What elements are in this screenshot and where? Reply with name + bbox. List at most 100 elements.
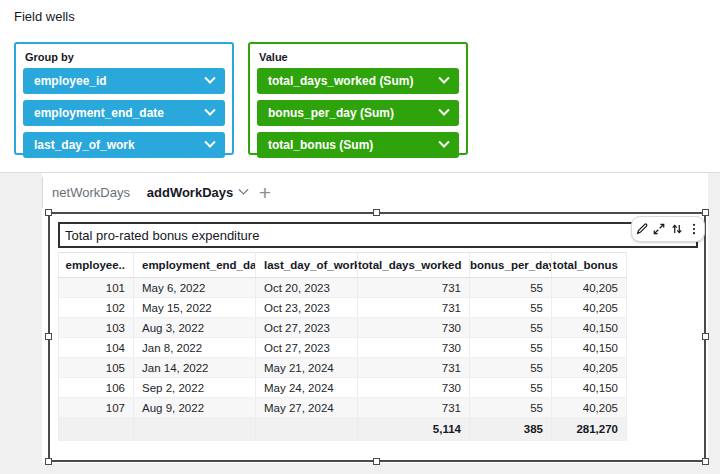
- cell: 730: [358, 318, 470, 338]
- cell: May 6, 2022: [134, 278, 256, 298]
- expand-maximize-icon[interactable]: [652, 222, 666, 236]
- pencil-edit-icon[interactable]: [635, 222, 649, 236]
- total-cell: 5,114: [358, 418, 470, 441]
- cell: Jan 8, 2022: [134, 338, 256, 358]
- table-row: 101 May 6, 2022 Oct 20, 2023 731 55 40,2…: [59, 278, 627, 298]
- field-pill-last-day-of-work[interactable]: last_day_of_work: [23, 132, 225, 158]
- cell: Oct 23, 2023: [256, 298, 358, 318]
- resize-handle-bottom-middle[interactable]: [373, 458, 380, 465]
- cell: 40,205: [552, 358, 627, 378]
- kebab-menu-icon[interactable]: [687, 222, 701, 236]
- cell: 731: [358, 278, 470, 298]
- cell: Jan 14, 2022: [134, 358, 256, 378]
- selected-visual[interactable]: Total pro-rated bonus expenditure employ…: [48, 212, 706, 462]
- cell: 40,205: [552, 398, 627, 418]
- chevron-down-icon[interactable]: [204, 105, 215, 116]
- cell: [134, 418, 256, 441]
- cell: 40,150: [552, 378, 627, 398]
- resize-handle-bottom-right[interactable]: [702, 458, 709, 465]
- cell: Aug 3, 2022: [134, 318, 256, 338]
- cell: [59, 418, 134, 441]
- field-wells-heading: Field wells: [14, 9, 75, 24]
- cell: 731: [358, 398, 470, 418]
- resize-handle-bottom-left[interactable]: [45, 458, 52, 465]
- cell: 105: [59, 358, 134, 378]
- sheet-tab-networkdays[interactable]: netWorkDays: [42, 177, 139, 208]
- resize-handle-middle-left[interactable]: [45, 333, 52, 340]
- total-cell: 385: [470, 418, 552, 441]
- cell: 40,205: [552, 278, 627, 298]
- visual-toolbar: [631, 216, 705, 242]
- field-pill-label: last_day_of_work: [34, 138, 135, 152]
- cell: 102: [59, 298, 134, 318]
- table-row: 102 May 15, 2022 Oct 23, 2023 731 55 40,…: [59, 298, 627, 318]
- table-row: 103 Aug 3, 2022 Oct 27, 2023 730 55 40,1…: [59, 318, 627, 338]
- cell: May 21, 2024: [256, 358, 358, 378]
- cell: 55: [470, 358, 552, 378]
- cell: Oct 20, 2023: [256, 278, 358, 298]
- column-header[interactable]: last_day_of_work: [256, 253, 358, 278]
- field-pill-label: total_days_worked (Sum): [268, 74, 413, 88]
- field-pill-label: bonus_per_day (Sum): [268, 106, 394, 120]
- resize-handle-middle-right[interactable]: [702, 333, 709, 340]
- total-cell: 281,270: [552, 418, 627, 441]
- field-pill-label: employee_id: [34, 74, 107, 88]
- chevron-down-icon[interactable]: [438, 137, 449, 148]
- cell: 40,150: [552, 318, 627, 338]
- cell: May 24, 2024: [256, 378, 358, 398]
- cell: 55: [470, 398, 552, 418]
- cell: 731: [358, 358, 470, 378]
- cell: Oct 27, 2023: [256, 338, 358, 358]
- sheet-tab-bar: netWorkDays addWorkDays +: [42, 177, 282, 208]
- table-row: 107 Aug 9, 2022 May 27, 2024 731 55 40,2…: [59, 398, 627, 418]
- cell: 55: [470, 318, 552, 338]
- field-pill-total-days-worked[interactable]: total_days_worked (Sum): [257, 68, 459, 94]
- chevron-down-icon[interactable]: [438, 73, 449, 84]
- table-row: 106 Sep 2, 2022 May 24, 2024 730 55 40,1…: [59, 378, 627, 398]
- tab-label: addWorkDays: [147, 185, 233, 200]
- value-label: Value: [259, 51, 459, 63]
- field-pill-employee-id[interactable]: employee_id: [23, 68, 225, 94]
- field-pill-bonus-per-day[interactable]: bonus_per_day (Sum): [257, 100, 459, 126]
- cell: 55: [470, 338, 552, 358]
- column-header[interactable]: total_bonus: [552, 253, 627, 278]
- cell: [256, 418, 358, 441]
- tab-label: netWorkDays: [52, 185, 130, 200]
- cell: 730: [358, 338, 470, 358]
- cell: 40,205: [552, 298, 627, 318]
- column-header[interactable]: total_days_worked: [358, 253, 470, 278]
- field-pill-label: total_bonus (Sum): [268, 138, 373, 152]
- chevron-down-icon[interactable]: [438, 105, 449, 116]
- cell: Sep 2, 2022: [134, 378, 256, 398]
- plus-icon: +: [259, 181, 271, 205]
- cell: Oct 27, 2023: [256, 318, 358, 338]
- group-by-well: Group by employee_id employment_end_date…: [14, 42, 234, 155]
- cell: 55: [470, 298, 552, 318]
- chevron-down-icon[interactable]: [204, 73, 215, 84]
- cell: 731: [358, 298, 470, 318]
- column-header[interactable]: employment_end_date: [134, 253, 256, 278]
- visual-title[interactable]: Total pro-rated bonus expenditure: [58, 222, 698, 248]
- cell: 101: [59, 278, 134, 298]
- field-pill-employment-end-date[interactable]: employment_end_date: [23, 100, 225, 126]
- chevron-down-icon[interactable]: [204, 137, 215, 148]
- cell: 104: [59, 338, 134, 358]
- column-header[interactable]: bonus_per_day: [470, 253, 552, 278]
- add-sheet-button[interactable]: +: [248, 177, 282, 208]
- field-pill-total-bonus[interactable]: total_bonus (Sum): [257, 132, 459, 158]
- value-well: Value total_days_worked (Sum) bonus_per_…: [248, 42, 468, 155]
- column-header[interactable]: employee..: [59, 253, 134, 278]
- group-by-label: Group by: [25, 51, 225, 63]
- resize-handle-top-left[interactable]: [45, 209, 52, 216]
- table-totals-row: 5,114 385 281,270: [59, 418, 627, 441]
- cell: 103: [59, 318, 134, 338]
- cell: Aug 9, 2022: [134, 398, 256, 418]
- sheet-area: netWorkDays addWorkDays +: [0, 173, 720, 474]
- cell: 730: [358, 378, 470, 398]
- resize-handle-top-right[interactable]: [702, 209, 709, 216]
- move-vertical-icon[interactable]: [670, 222, 684, 236]
- table-row: 105 Jan 14, 2022 May 21, 2024 731 55 40,…: [59, 358, 627, 378]
- sheet-tab-addworkdays[interactable]: addWorkDays: [146, 177, 248, 208]
- cell: 106: [59, 378, 134, 398]
- resize-handle-top-middle[interactable]: [373, 209, 380, 216]
